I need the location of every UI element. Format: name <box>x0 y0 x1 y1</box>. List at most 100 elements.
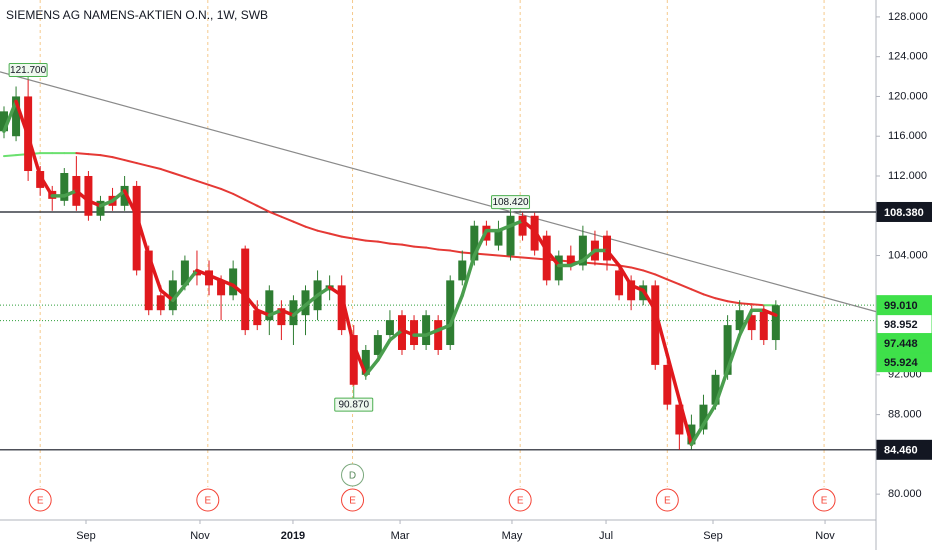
candle-body <box>373 335 382 355</box>
x-tick-label: Nov <box>190 530 210 542</box>
event-label: E <box>664 496 671 507</box>
candle-body <box>723 325 732 375</box>
candle-body <box>144 250 153 311</box>
annotation-label: 108.420 <box>492 197 529 208</box>
fast-segment <box>14 99 30 138</box>
fast-segment <box>400 328 416 337</box>
candle-body <box>494 230 503 246</box>
y-tick-label: 104.000 <box>888 249 928 261</box>
candle-body <box>566 255 575 266</box>
candle-body <box>60 173 69 201</box>
slow-segment <box>268 210 283 218</box>
x-tick-label: May <box>502 530 523 542</box>
slow-segment <box>328 232 343 238</box>
candle-body <box>747 315 756 331</box>
x-tick-label: Sep <box>703 530 723 542</box>
candle-body <box>422 315 431 346</box>
price-badge <box>876 439 932 460</box>
slow-segment <box>171 172 186 178</box>
candle-body <box>446 280 455 346</box>
fast-segment <box>62 189 79 198</box>
y-tick-label: 124.000 <box>888 51 928 63</box>
candle-body <box>759 310 768 341</box>
fast-segment <box>569 258 585 268</box>
price-badge-label: 98.952 <box>884 319 918 331</box>
fast-segment <box>327 285 344 298</box>
x-tick-label: Sep <box>76 530 96 542</box>
fast-segment <box>544 248 561 268</box>
fast-segment <box>364 358 380 377</box>
fast-segment <box>231 283 247 298</box>
slow-segment <box>388 242 403 246</box>
candle-body <box>12 96 21 137</box>
candle-body <box>168 280 177 311</box>
candle-body <box>96 200 105 216</box>
event-label: D <box>349 471 356 482</box>
candle-body <box>253 310 262 326</box>
slow-segment <box>750 303 765 307</box>
slow-segment <box>400 243 416 248</box>
slow-segment <box>593 262 608 266</box>
slow-segment <box>726 300 741 305</box>
candle-body <box>699 404 708 430</box>
slow-segment <box>738 302 753 306</box>
slow-segment <box>87 153 102 157</box>
slow-segment <box>147 165 162 171</box>
candle-body <box>205 270 214 286</box>
fast-segment <box>2 99 18 133</box>
candle-body <box>735 310 744 331</box>
fast-segment <box>617 263 633 288</box>
fast-segment <box>725 333 742 372</box>
x-tick-label: Nov <box>815 530 835 542</box>
candle-body <box>180 260 189 286</box>
event-marker <box>508 488 532 512</box>
fast-segment <box>677 397 694 447</box>
slow-segment <box>159 168 174 175</box>
fast-segment <box>122 189 139 218</box>
candle-body <box>361 349 370 375</box>
price-badge-label: 84.460 <box>884 445 918 457</box>
chart-title: SIEMENS AG NAMENS-AKTIEN O.N., 1W, SWB <box>6 8 268 22</box>
fast-segment <box>159 288 175 303</box>
candle-body <box>554 255 563 281</box>
slow-segment <box>232 192 247 201</box>
slow-segment <box>244 198 259 207</box>
fast-segment <box>436 323 452 332</box>
y-tick-label: 128.000 <box>888 11 928 23</box>
candle-body <box>518 215 527 236</box>
slow-segment <box>485 253 500 257</box>
slow-segment <box>642 269 657 276</box>
fast-segment <box>219 278 235 288</box>
candle-body <box>132 185 141 271</box>
candle-body <box>84 175 93 216</box>
fast-segment <box>689 422 706 447</box>
fast-segment <box>448 293 465 327</box>
fast-segment <box>207 273 223 283</box>
price-badge <box>876 352 932 373</box>
fast-segment <box>243 293 260 312</box>
fast-segment <box>26 134 42 178</box>
candle-body <box>506 215 515 256</box>
slow-segment <box>304 225 319 232</box>
slow-segment <box>654 273 669 281</box>
fast-segment <box>737 308 754 337</box>
candle-body <box>385 320 394 336</box>
slow-segment <box>135 162 150 168</box>
annotation-box <box>8 63 48 78</box>
candle-body <box>397 315 406 350</box>
annotation-label: 90.870 <box>338 400 369 411</box>
x-tick-label: Jul <box>599 530 613 542</box>
y-tick-label: 80.000 <box>888 488 922 500</box>
candle-body <box>156 295 165 311</box>
event-label: E <box>204 496 211 507</box>
slow-segment <box>292 220 307 228</box>
fast-segment <box>532 228 549 253</box>
fast-segment <box>146 253 163 293</box>
candle-body <box>337 285 346 331</box>
candle-body <box>711 374 720 405</box>
slow-segment <box>630 266 645 272</box>
y-tick-label: 112.000 <box>888 170 927 182</box>
fast-segment <box>171 283 187 303</box>
fast-segment <box>653 308 670 357</box>
fast-segment <box>74 189 91 203</box>
